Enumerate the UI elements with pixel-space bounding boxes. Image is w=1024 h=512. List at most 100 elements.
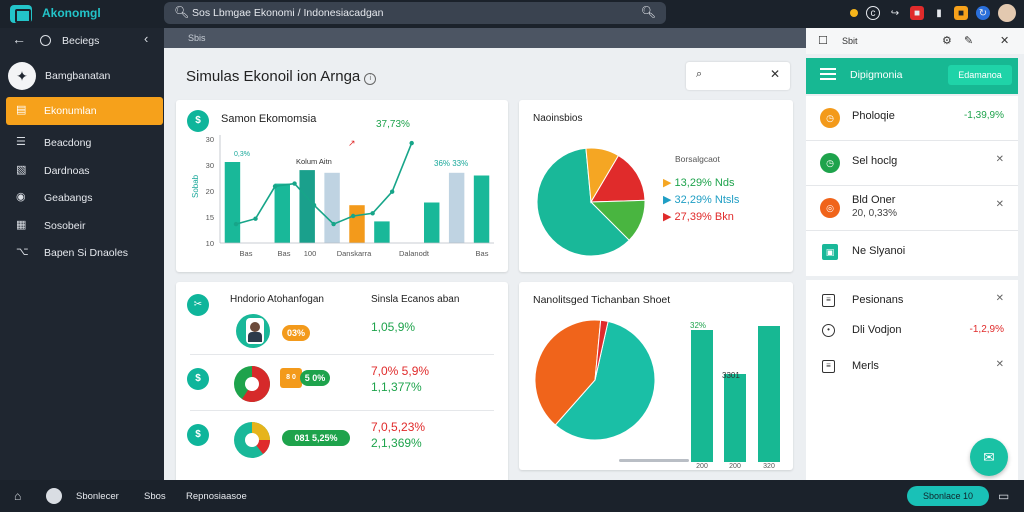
- pie-chart-card: Naoinsbios Borsalgcaot ▶︎ 13,29% Nds ▶︎ …: [519, 100, 793, 272]
- sidebar-item-ekonumlan[interactable]: ▤ Ekonumlan: [6, 97, 163, 125]
- search-icon: ⌕: [696, 68, 703, 80]
- search-text[interactable]: Sos Lbmgae Ekonomi / Indonesiacadgan: [192, 7, 384, 19]
- sidebar-item-label: Dardnoas: [44, 165, 90, 177]
- card-title: Hndorio Atohanfogan: [230, 294, 324, 305]
- item-name: Ne Slyanoi: [852, 245, 906, 257]
- avatar[interactable]: [46, 488, 62, 504]
- sidebar-item-bapen-si-dnaoles[interactable]: ⌥ Bapen Si Dnaoles: [6, 239, 163, 267]
- list-item[interactable]: ◎ Bld Oner 20, 0,33% ✕: [806, 186, 1018, 230]
- sidebar-item-beacdong[interactable]: ☰ Beacdong: [6, 129, 163, 157]
- address-search-bar[interactable]: 🔍︎ Sos Lbmgae Ekonomi / Indonesiacadgan …: [164, 2, 666, 24]
- line-point: [311, 203, 317, 208]
- page-title-text: Simulas Ekonoil ion Arnga: [186, 68, 361, 85]
- search-icon[interactable]: 🔍︎: [640, 5, 656, 19]
- info-icon[interactable]: i: [364, 73, 377, 85]
- collapse-chevron-icon[interactable]: ‹: [144, 31, 149, 46]
- bar-value-label: 3301: [722, 371, 740, 380]
- sidebar-header: ← Beciegs ‹: [0, 28, 164, 54]
- globe-icon: ◉: [16, 191, 26, 203]
- sync-icon[interactable]: ↻: [976, 6, 990, 20]
- line-point: [233, 221, 239, 227]
- mini-search-box[interactable]: ⌕ ✕: [686, 62, 790, 90]
- item-value: -1,2,9%: [969, 324, 1004, 335]
- bar: [324, 172, 340, 243]
- close-icon[interactable]: ✕: [995, 359, 1004, 370]
- list-item[interactable]: ≡ Pesionans ✕: [806, 280, 1018, 324]
- item-name: Merls: [852, 360, 879, 372]
- row-donut-chart: [234, 366, 270, 402]
- pie-subtitle: Borsalgcaot: [675, 154, 720, 164]
- breadcrumb: Sbis: [164, 28, 806, 48]
- sidebar-item-geabangs[interactable]: ◉ Geabangs: [6, 184, 163, 212]
- screen-icon[interactable]: ▭: [998, 489, 1010, 503]
- list-item[interactable]: • Dli Vodjon -1,2,9%: [806, 310, 1018, 354]
- status-label[interactable]: Sbonlecer: [76, 491, 119, 502]
- close-icon[interactable]: ✕: [995, 199, 1004, 210]
- trend-line: [235, 142, 413, 226]
- tab-action-button[interactable]: Edamanoa: [948, 65, 1012, 85]
- sidebar-item-label: Bapen Si Dnaoles: [44, 247, 129, 259]
- status-badge: 081 5,25%: [282, 430, 350, 446]
- share-icon[interactable]: ↪: [890, 7, 900, 19]
- list-item[interactable]: ≡ Merls ✕: [806, 346, 1018, 390]
- legend-item: 27,39% Bkn: [674, 211, 734, 223]
- item-name: Pesionans: [852, 294, 904, 306]
- list-item[interactable]: ▣ Ne Slyanoi: [806, 231, 1018, 275]
- sidebar-item-dardnoas[interactable]: ▧ Dardnoas: [6, 157, 163, 185]
- right-panel-header: ☐ Sbit ⚙ ✎ ✕: [806, 28, 1024, 54]
- line-point: [409, 140, 414, 146]
- horizontal-scrollbar[interactable]: [619, 459, 689, 462]
- row-value: 7,0,5,23%: [371, 420, 426, 434]
- list-item[interactable]: ◷ Pholoqie -1,39,9%: [806, 96, 1018, 140]
- status-label[interactable]: Repnosiaasoe: [186, 491, 247, 502]
- close-icon[interactable]: ✕: [995, 154, 1004, 165]
- bookmark-icon[interactable]: ▮: [936, 7, 942, 19]
- sidebar-brand-label: Bamgbanatan: [45, 70, 111, 82]
- divider: [190, 354, 494, 355]
- x-tick-label: Bas: [278, 249, 291, 258]
- close-icon[interactable]: ✕: [769, 67, 780, 81]
- extension-icon[interactable]: ■: [954, 6, 968, 20]
- y-tick-label: 10: [206, 239, 214, 248]
- menu-icon[interactable]: [820, 68, 836, 82]
- copyright-icon[interactable]: c: [866, 6, 880, 20]
- list-item[interactable]: ◷ Sel hoclg ✕: [806, 141, 1018, 185]
- breadcrumb-label[interactable]: Sbis: [188, 33, 206, 43]
- home-icon[interactable]: ⌂: [14, 489, 22, 503]
- settings-icon[interactable]: ⚙: [942, 35, 952, 47]
- chat-fab-button[interactable]: ✉: [970, 438, 1008, 476]
- distribution-pie-chart: [536, 147, 646, 257]
- compass-icon: ✦: [8, 62, 36, 90]
- technical-chart-card: Nanolitsged Tichanban Shoet 32% 3301 200…: [519, 282, 793, 470]
- sidebar-brand[interactable]: ✦ Bamgbanatan: [8, 62, 156, 90]
- app-logo-icon[interactable]: [10, 5, 32, 23]
- legend-marker-icon: ▶︎: [663, 211, 672, 223]
- clock-icon: ◷: [820, 108, 840, 128]
- right-panel: ☐ Sbit ⚙ ✎ ✕ Dipigmonia Edamanoa ◷ Pholo…: [806, 28, 1024, 480]
- close-icon[interactable]: ✕: [1000, 35, 1010, 47]
- status-action-button[interactable]: Sbonlace 10: [907, 486, 989, 506]
- document-icon: ≡: [822, 294, 835, 307]
- edit-icon[interactable]: ✎: [964, 35, 974, 47]
- pie-slice: [594, 319, 609, 381]
- technical-pie-bar-chart: 32% 3301 200 200 320: [534, 319, 780, 470]
- notifications-icon[interactable]: ■: [910, 6, 924, 20]
- x-tick-label: Dalanodt: [399, 249, 430, 258]
- divider: [190, 410, 494, 411]
- line-point: [331, 221, 336, 227]
- status-dot-icon[interactable]: [850, 9, 858, 17]
- sidebar-item-sosobeir[interactable]: ▦ Sosobeir: [6, 212, 163, 240]
- grid-icon: ▦: [16, 219, 27, 231]
- user-avatar[interactable]: [998, 4, 1016, 22]
- right-panel-tab[interactable]: Dipigmonia Edamanoa: [806, 58, 1018, 94]
- bookmark-icon[interactable]: ☐: [818, 35, 828, 47]
- pie-legend: ▶︎ 13,29% Nds ▶︎ 32,29% Ntsls ▶︎ 27,39% …: [663, 176, 739, 223]
- column-title: Sinsla Ecanos aban: [371, 294, 460, 305]
- location-icon: •: [822, 324, 835, 337]
- status-label[interactable]: Sbos: [144, 491, 166, 502]
- dollar-icon: $: [187, 368, 209, 390]
- close-icon[interactable]: ✕: [995, 293, 1004, 304]
- y-tick-label: 15: [206, 213, 214, 222]
- back-arrow-icon[interactable]: ←: [12, 31, 26, 47]
- bar: [349, 205, 365, 243]
